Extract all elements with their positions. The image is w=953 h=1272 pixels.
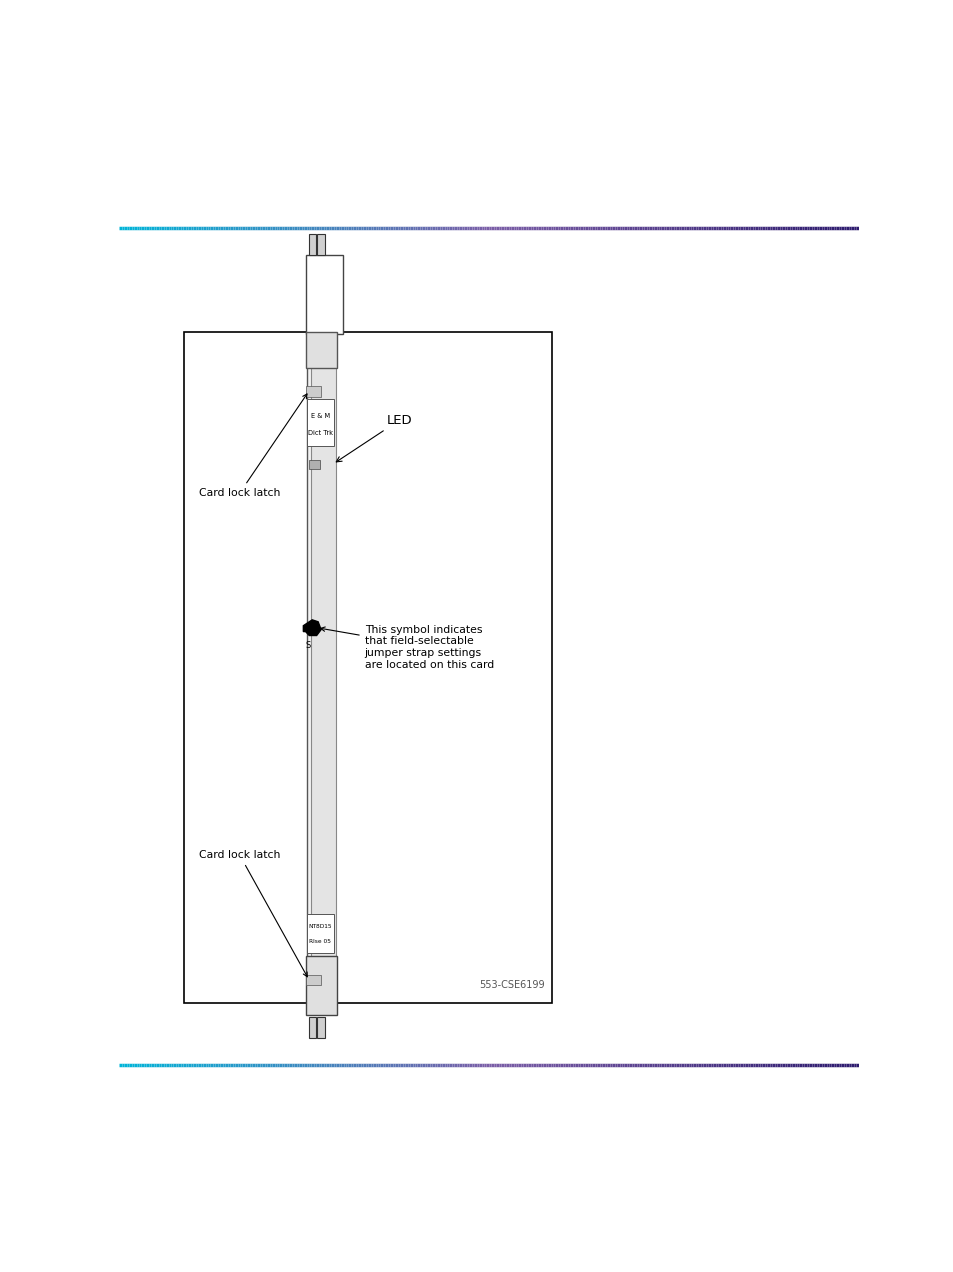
Bar <box>307 913 334 953</box>
Text: Card lock latch: Card lock latch <box>199 850 307 977</box>
Bar <box>307 314 334 990</box>
Bar <box>308 1016 315 1038</box>
Bar <box>308 460 320 469</box>
Bar <box>306 976 321 985</box>
Text: Dict Trk: Dict Trk <box>308 430 333 436</box>
Bar <box>307 399 334 446</box>
Text: S: S <box>306 641 311 650</box>
Bar <box>184 332 551 1002</box>
Text: 553-CSE6199: 553-CSE6199 <box>478 981 544 990</box>
Bar <box>308 234 315 256</box>
Text: NT8D15: NT8D15 <box>308 923 332 929</box>
Text: E & M: E & M <box>311 413 330 418</box>
Bar <box>317 1016 324 1038</box>
Text: LED: LED <box>335 413 412 462</box>
Text: Card lock latch: Card lock latch <box>199 394 307 497</box>
Bar <box>311 326 335 978</box>
Bar <box>305 256 342 333</box>
Text: This symbol indicates
that field-selectable
jumper strap settings
are located on: This symbol indicates that field-selecta… <box>320 625 494 669</box>
Bar <box>306 385 321 397</box>
Text: Rlse 05: Rlse 05 <box>309 940 331 944</box>
Polygon shape <box>303 619 321 636</box>
Bar <box>305 955 336 1015</box>
Bar <box>305 332 336 368</box>
Bar <box>317 234 324 256</box>
